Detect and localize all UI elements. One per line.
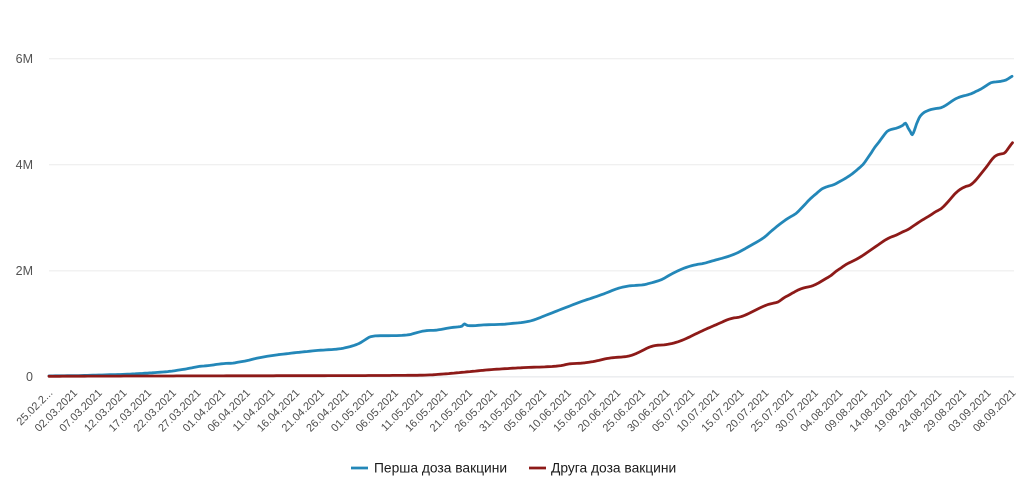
svg-text:4M: 4M bbox=[16, 158, 33, 172]
svg-text:6M: 6M bbox=[16, 52, 33, 66]
svg-text:2M: 2M bbox=[16, 264, 33, 278]
svg-text:Друга доза вакцини: Друга доза вакцини bbox=[551, 461, 676, 476]
svg-text:Перша доза вакцини: Перша доза вакцини bbox=[374, 461, 507, 476]
svg-text:0: 0 bbox=[26, 370, 33, 384]
